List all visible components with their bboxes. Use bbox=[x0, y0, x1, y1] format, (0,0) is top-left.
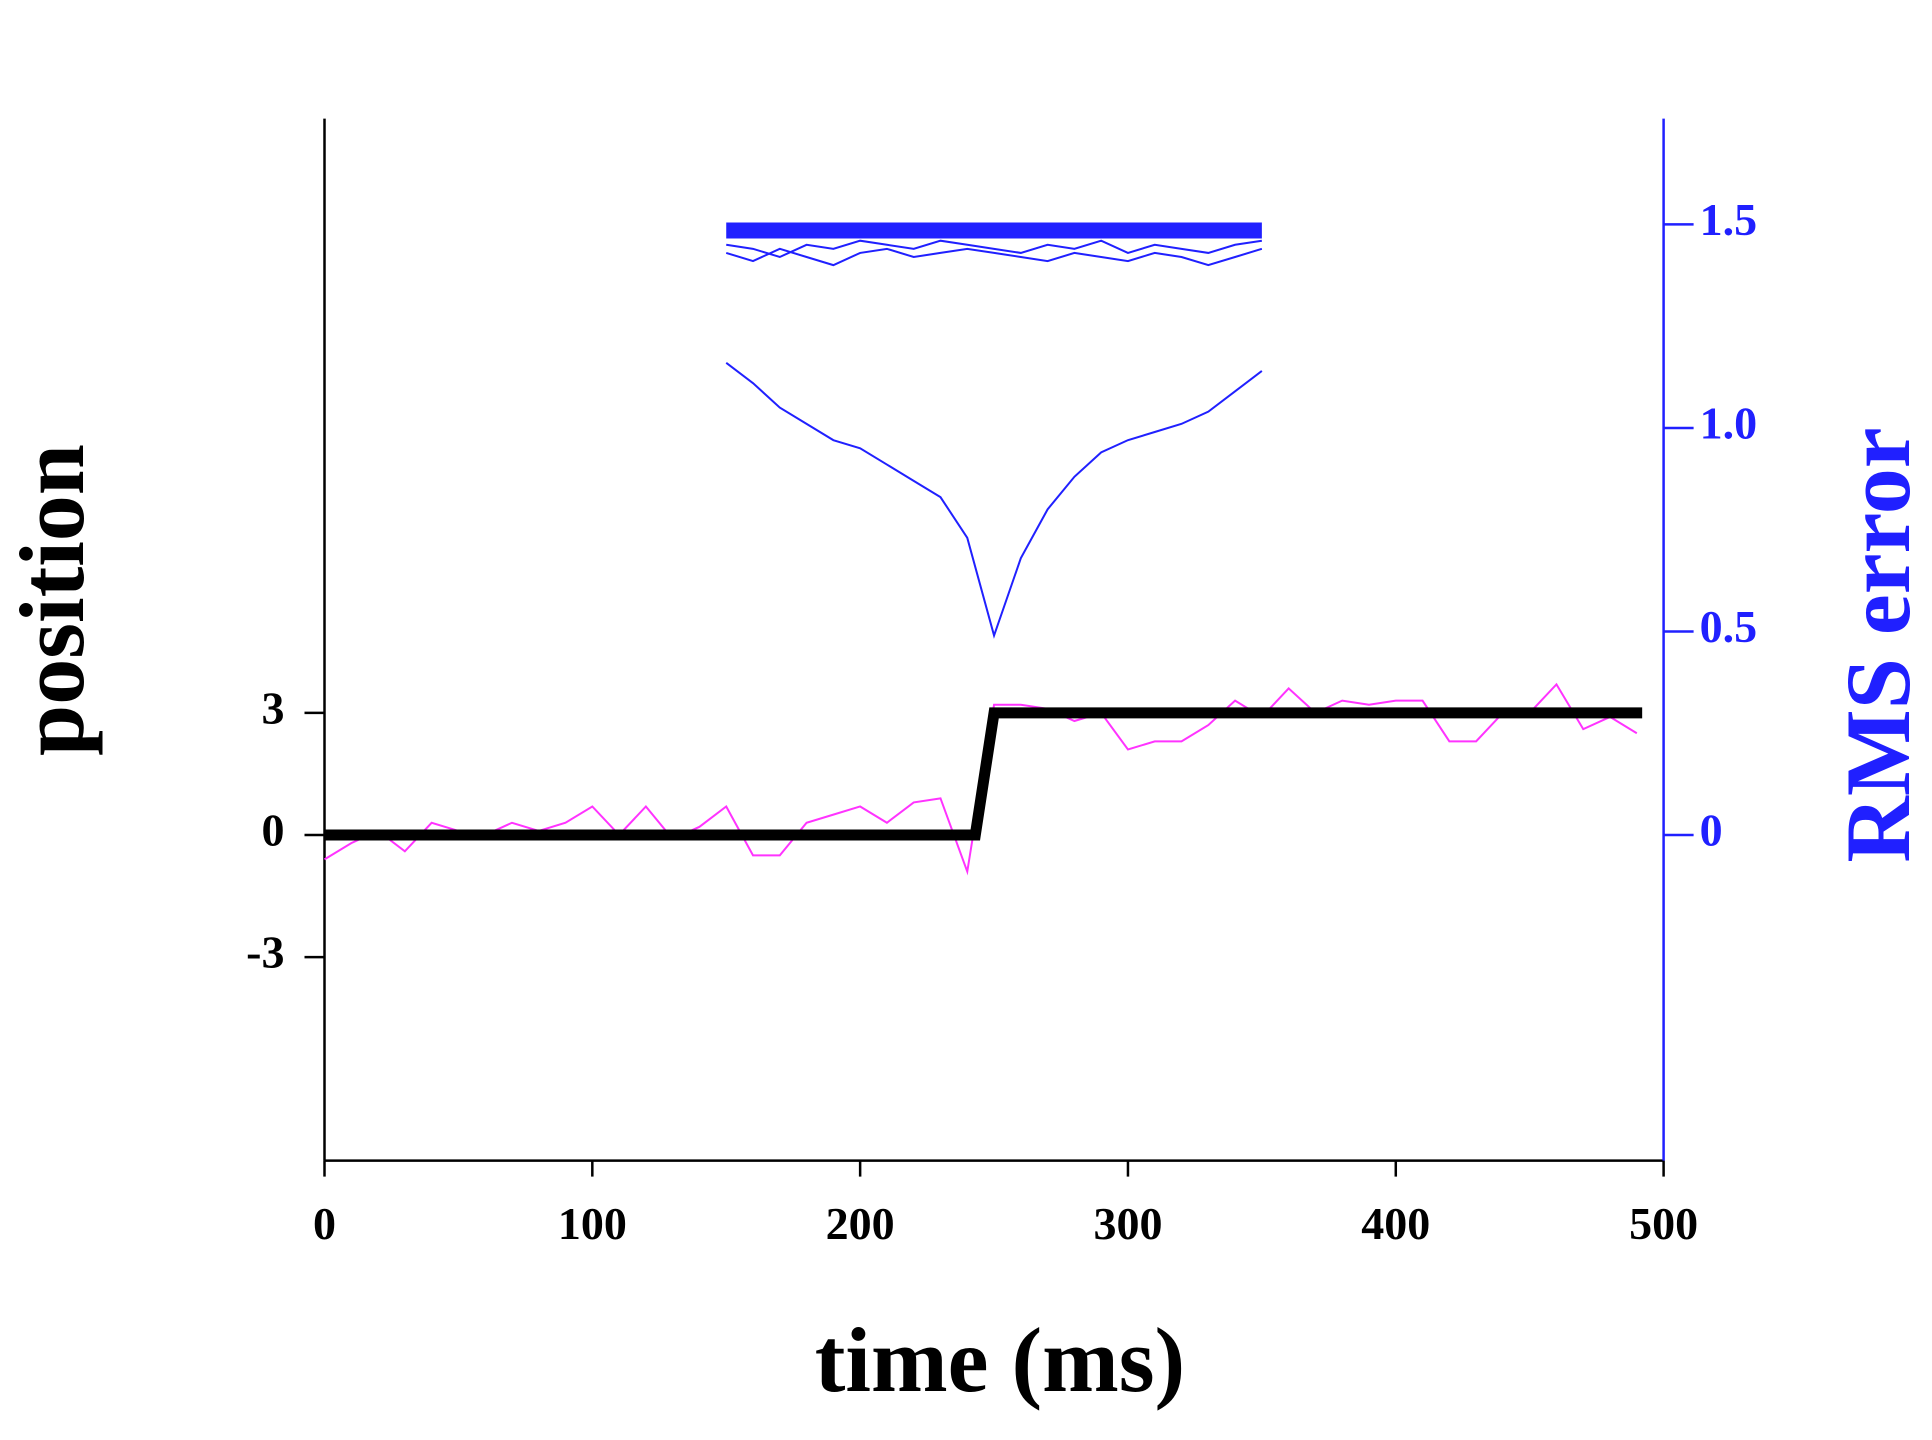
y-axis-title: position bbox=[1, 444, 103, 756]
y2-tick-label: 0 bbox=[1700, 805, 1723, 856]
x-tick-label: 500 bbox=[1629, 1198, 1698, 1249]
x-tick-label: 0 bbox=[313, 1198, 336, 1249]
x-tick-label: 300 bbox=[1093, 1198, 1162, 1249]
x-tick-label: 200 bbox=[826, 1198, 895, 1249]
series-line bbox=[725, 247, 1263, 267]
y-tick-label: 0 bbox=[262, 805, 285, 856]
x-tick-label: 100 bbox=[558, 1198, 627, 1249]
x-axis-title: time (ms) bbox=[815, 1309, 1185, 1411]
series-line bbox=[725, 362, 1263, 639]
y-tick-label: -3 bbox=[246, 927, 284, 978]
x-tick-label: 400 bbox=[1361, 1198, 1430, 1249]
y2-axis-title: RMS error bbox=[1827, 427, 1929, 862]
series-line bbox=[726, 239, 1263, 259]
series-line bbox=[324, 707, 1643, 841]
y2-tick-label: 0.5 bbox=[1700, 601, 1758, 652]
y2-tick-label: 1.5 bbox=[1700, 194, 1758, 245]
y-tick-label: 3 bbox=[262, 682, 285, 733]
y2-tick-label: 1.0 bbox=[1700, 398, 1758, 449]
